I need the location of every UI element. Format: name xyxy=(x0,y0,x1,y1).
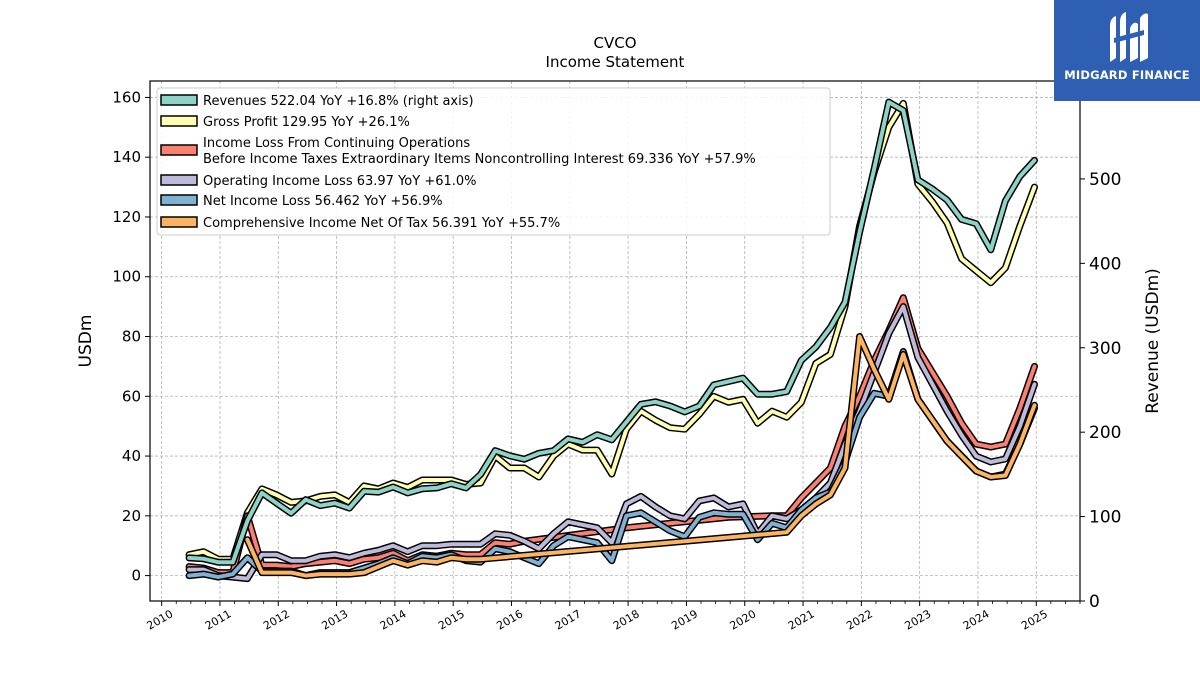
legend-entry: Operating Income Loss 63.97 YoY +61.0% xyxy=(160,174,477,189)
x-tick-label: 2021 xyxy=(786,607,817,632)
legend-label: Operating Income Loss 63.97 YoY +61.0% xyxy=(203,174,477,189)
x-tick-label: 2011 xyxy=(203,607,234,632)
legend-label: Comprehensive Income Net Of Tax 56.391 Y… xyxy=(203,216,560,231)
legend-label: Net Income Loss 56.462 YoY +56.9% xyxy=(203,194,443,209)
y2-tick-label: 0 xyxy=(1089,592,1100,612)
legend-swatch xyxy=(160,216,198,228)
x-tick-label: 2016 xyxy=(494,607,525,632)
x-tick-label: 2023 xyxy=(903,607,934,632)
series-line xyxy=(187,100,1037,565)
x-tick-label: 2025 xyxy=(1019,607,1050,632)
series-1 xyxy=(185,99,1038,563)
x-tick-label: 2010 xyxy=(145,607,176,632)
y-tick-label: 60 xyxy=(122,387,141,405)
legend-swatch xyxy=(160,115,198,127)
legend: Revenues 522.04 YoY +16.8% (right axis) G… xyxy=(156,87,831,236)
series-3 xyxy=(185,303,1038,583)
series-line xyxy=(245,334,1037,578)
legend-swatch xyxy=(160,144,198,156)
legend-swatch xyxy=(160,174,198,186)
logo-text: MIDGARD FINANCE xyxy=(1064,68,1190,82)
x-tick-label: 2015 xyxy=(436,607,467,632)
y2-axis-label: Revenue (USDm) xyxy=(1143,268,1163,414)
series-line xyxy=(187,304,1037,581)
chart-title: CVCO xyxy=(593,34,636,52)
y2-tick-label: 200 xyxy=(1089,423,1121,443)
series-layer xyxy=(185,98,1038,583)
legend-label: Income Loss From Continuing Operations Be… xyxy=(203,136,756,167)
y2-tick-label: 400 xyxy=(1089,254,1121,274)
midgard-m-logo-icon xyxy=(1110,12,1148,63)
series-2 xyxy=(185,294,1038,577)
y-tick-label: 160 xyxy=(112,88,141,106)
y-tick-label: 0 xyxy=(131,567,141,585)
legend-label: Gross Profit 129.95 YoY +26.1% xyxy=(203,115,410,130)
y2-tick-label: 300 xyxy=(1089,339,1121,359)
series-line xyxy=(187,295,1037,575)
y2-tick-label: 500 xyxy=(1089,170,1121,190)
legend-entry: Net Income Loss 56.462 YoY +56.9% xyxy=(160,194,443,209)
x-tick-label: 2018 xyxy=(611,607,642,632)
series-5 xyxy=(243,333,1038,580)
legend-swatch xyxy=(160,194,198,206)
y2-tick-label: 100 xyxy=(1089,508,1121,528)
y-axis-right: 0100200300400500600 xyxy=(1080,86,1121,612)
grid-lines xyxy=(150,81,1080,601)
x-tick-label: 2014 xyxy=(378,607,409,632)
x-tick-label: 2012 xyxy=(261,607,292,632)
x-tick-label: 2020 xyxy=(728,607,759,632)
y-tick-label: 20 xyxy=(122,507,141,525)
y-tick-label: 80 xyxy=(122,328,141,346)
y-tick-label: 100 xyxy=(112,268,141,286)
legend-entry: Comprehensive Income Net Of Tax 56.391 Y… xyxy=(160,216,560,231)
y-tick-label: 140 xyxy=(112,148,141,166)
y-tick-label: 120 xyxy=(112,208,141,226)
y-axis-label: USDm xyxy=(76,315,96,368)
x-tick-label: 2013 xyxy=(319,607,350,632)
x-tick-label: 2017 xyxy=(553,607,584,632)
midgard-finance-logo: MIDGARD FINANCE xyxy=(1054,0,1200,101)
y-axis-left: 0 20 40 60 80 100 120 140 160 xyxy=(112,88,150,585)
legend-label: Revenues 522.04 YoY +16.8% (right axis) xyxy=(203,94,474,109)
chart-subtitle: Income Statement xyxy=(546,53,685,71)
legend-entry: Gross Profit 129.95 YoY +26.1% xyxy=(160,115,410,130)
series-line xyxy=(187,101,1037,562)
legend-swatch xyxy=(160,94,198,106)
series-0 xyxy=(185,98,1038,566)
legend-entry: Income Loss From Continuing Operations Be… xyxy=(160,136,756,167)
x-tick-label: 2024 xyxy=(961,607,992,632)
x-tick-label: 2019 xyxy=(669,607,700,632)
plot-frame xyxy=(149,80,1081,602)
x-axis: 2010 2011 2012 2013 2014 2015 2016 2017 2018 2019… xyxy=(145,601,1081,633)
x-tick-label: 2022 xyxy=(844,607,875,632)
legend-entry: Revenues 522.04 YoY +16.8% (right axis) xyxy=(160,94,474,109)
y-tick-label: 40 xyxy=(122,447,141,465)
legend-box xyxy=(156,87,831,236)
